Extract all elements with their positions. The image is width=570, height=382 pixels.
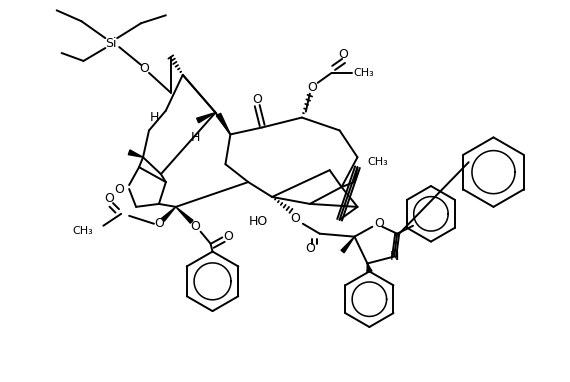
Text: O: O	[374, 217, 384, 230]
Text: H: H	[149, 111, 159, 124]
Polygon shape	[176, 207, 193, 223]
Text: O: O	[223, 230, 233, 243]
Text: O: O	[253, 93, 262, 106]
Text: O: O	[154, 217, 164, 230]
Text: O: O	[104, 193, 114, 206]
Text: HO: HO	[249, 215, 267, 228]
Text: O: O	[339, 49, 348, 62]
Polygon shape	[217, 113, 230, 134]
Text: N: N	[389, 250, 399, 263]
Polygon shape	[161, 207, 176, 221]
Text: O: O	[191, 220, 201, 233]
Text: O: O	[139, 62, 149, 75]
Polygon shape	[197, 113, 215, 123]
Text: CH₃: CH₃	[367, 157, 388, 167]
Text: O: O	[307, 81, 317, 94]
Polygon shape	[341, 237, 355, 253]
Text: O: O	[305, 242, 315, 255]
Text: O: O	[114, 183, 124, 196]
Text: H: H	[191, 131, 200, 144]
Polygon shape	[128, 150, 143, 157]
Text: O: O	[290, 212, 300, 225]
Text: Si: Si	[105, 37, 117, 50]
Text: CH₃: CH₃	[72, 226, 93, 236]
Text: CH₃: CH₃	[353, 68, 374, 78]
